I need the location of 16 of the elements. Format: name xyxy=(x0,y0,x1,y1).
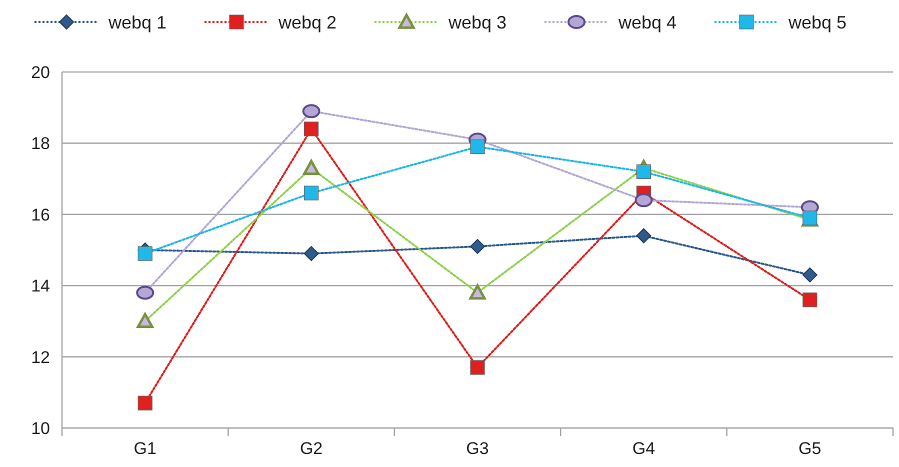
legend-label: webq 2 xyxy=(278,12,337,32)
legend-label: webq 4 xyxy=(618,12,677,32)
x-tick-label: G2 xyxy=(300,439,323,458)
y-tick-label: 14 xyxy=(31,276,50,296)
y-tick-label: 16 xyxy=(31,205,50,224)
y-tick-label: 20 xyxy=(31,62,50,82)
x-tick-label: G3 xyxy=(466,439,489,458)
x-tick-label: G5 xyxy=(798,439,822,458)
legend-label: webq 3 xyxy=(448,12,507,32)
y-tick-label: 12 xyxy=(31,348,50,367)
legend-label: webq 5 xyxy=(788,12,847,32)
y-tick-label: 18 xyxy=(31,134,50,154)
x-tick-label: G4 xyxy=(632,439,656,458)
x-tick-label: G1 xyxy=(134,439,156,458)
legend-label: webq 1 xyxy=(108,12,167,32)
y-tick-label: 10 xyxy=(31,418,50,438)
